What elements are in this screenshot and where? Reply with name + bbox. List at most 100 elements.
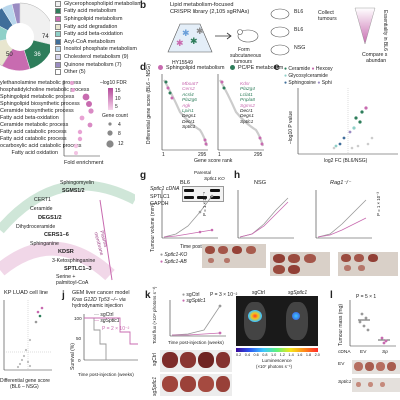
compare-label: abundan (366, 58, 387, 64)
legend-item: Quinone metabolism (7) (55, 61, 142, 69)
panel-b: Lipid metabolism-focused CRISPR library … (150, 0, 400, 75)
mouse-strain: BL6 (294, 27, 304, 33)
legend-item: Sphingolipid metabolism (158, 64, 224, 72)
pie-chart (0, 2, 50, 71)
legend-item: ● Sptlc1-KO (160, 252, 188, 258)
k-pvalue: P = 3 × 10⁻² (210, 292, 238, 298)
panel-letter-d: d (140, 62, 147, 73)
gene-label: Pla2g4 (240, 87, 255, 93)
legend-label: Sptlc1-KO (164, 252, 188, 258)
panel-d: Sphingolipid metabolism PC/PE metabolism… (146, 64, 283, 164)
gene-label: Acsl4 (182, 92, 194, 98)
e-ylabel: –log10 P value (288, 111, 294, 144)
gene-rank-plot-right (217, 74, 265, 151)
pathway-label: Ceramide metabolic process (0, 122, 69, 128)
enrichment-triangle (354, 7, 376, 45)
pathway-label: Fatty acid catabolic process (0, 129, 67, 135)
arrow-icon (215, 32, 232, 40)
gene-label: Pla2g6 (182, 98, 197, 104)
legend-label: Sptlc1-AB (164, 259, 187, 265)
legend-item: ● Sphingosine ● Sphi (284, 80, 332, 86)
mouse-strain: BL6 (294, 9, 304, 15)
gene-count-value: 12 (118, 141, 124, 147)
enrichment-label: Essentiality in BL6 (382, 10, 388, 51)
pie-label-2: 36 (34, 52, 41, 58)
legend-label: Cholesterol metabolism (9) (64, 53, 129, 60)
library-title2: CRISPR library (2,105 sgRNAs) (170, 9, 250, 15)
j-ytick: 0 (78, 358, 81, 363)
k-legend: ● sgCtrl ● sgSptlc1 (182, 292, 206, 304)
tumour-photo (352, 360, 400, 374)
gene-label: Cers2 (182, 87, 195, 93)
d-xtick: 1 (162, 152, 165, 158)
l-ylabel: Tumour mass (mg) (338, 303, 344, 346)
step-label: tumours (234, 59, 253, 65)
legend-swatch (55, 8, 61, 15)
panel-k: ● sgCtrl ● sgSptlc1 P = 3 × 10⁻² Total f… (152, 286, 320, 400)
pathway-node: Ceramide (30, 206, 53, 212)
legend-label: Quinone metabolism (7) (64, 61, 122, 68)
pie-label-1: 74 (42, 34, 49, 40)
colorbar-tick: 1.6 (297, 353, 303, 357)
liver-photo (160, 374, 232, 396)
growth-curve-nsg (237, 190, 294, 239)
l-xlabel: EV (360, 350, 367, 355)
gene-label: Agk (182, 103, 191, 109)
h-pvalue: P = 1 × 10⁻³ (376, 192, 381, 216)
j-legend: — sgCtrl — sgSptlc1 (94, 312, 120, 324)
legend-item: — sgCtrl (94, 312, 114, 318)
d-xtick: 1 (218, 152, 221, 158)
legend-label: Fatty acid degradation (64, 23, 118, 30)
gene-count-value: 8 (118, 131, 121, 137)
blot-band (184, 196, 194, 199)
tumour-row-label: sgCtrl (152, 352, 158, 366)
e-xlabel: log2 FC (BL6/NSG) (324, 158, 368, 164)
colorbar-tick: 1.0 (270, 353, 277, 357)
gene-label: Degs1 (240, 114, 254, 120)
l-xlabel: Sp (382, 350, 388, 355)
legend-swatch (55, 46, 61, 53)
panel-g: Parental Sptlc1 KO Sptlc1 cDNA SPTLC1 GA… (150, 170, 230, 222)
legend-swatch (55, 15, 61, 22)
tumour-photo (270, 252, 330, 276)
svg-text:✱: ✱ (176, 38, 184, 48)
legend-swatch (55, 53, 61, 60)
pie-label-3: 50 (6, 52, 13, 58)
fdr-tick: 10 (115, 96, 121, 102)
fdr-tick: 5 (115, 104, 118, 110)
j-subtitle2: hydrodynamic injection (72, 303, 123, 309)
pathway-node: Sphinganine (30, 241, 59, 247)
panel-e: ● Ceramide ● Hexosy ● Glycosylceramide ●… (284, 66, 400, 166)
legend-swatch (55, 31, 61, 38)
pathway-node: Sphingomyelin (60, 180, 95, 186)
blot-band (197, 196, 207, 199)
legend-item: Acyl-CoA metabolism (55, 38, 142, 46)
l-row-label: Sptlc1 cD (338, 380, 359, 385)
step-label: subcutaneous (230, 53, 262, 59)
legend-label: Hexosy (315, 66, 333, 72)
panel-i-xlabel: Differential gene score (0, 378, 50, 384)
legend-label: Acyl-CoA metabolism (64, 38, 116, 45)
legend-dot (230, 65, 235, 71)
j-pvalue: P = 2 × 10⁻² (102, 326, 130, 332)
kp-luad-scatter (3, 300, 52, 371)
colorbar-ticks: 0.2 0.4 0.6 0.8 1.0 1.2 1.4 1.6 1.8 2.0 (236, 353, 320, 357)
mouse-icon (270, 26, 290, 38)
gene-label: Sptlc1 (182, 125, 196, 131)
legend-item: Inositol phosphate metabolism (55, 46, 142, 54)
legend-item: Cholesterol metabolism (9) (55, 53, 142, 61)
h-title: NSG (254, 180, 267, 186)
panel-j: GEM liver cancer model Kras G12D Tp53 –/… (70, 290, 142, 400)
gene-count-title: Gene count (102, 113, 128, 119)
legend-label: Other (5) (64, 69, 86, 76)
d-xtick: 295 (254, 152, 263, 158)
legend-label: Sphingolipid metabolism (166, 64, 225, 71)
svg-text:✱: ✱ (196, 26, 204, 36)
pathway-label: Fatty acid oxidation (11, 150, 58, 156)
k-ylabel: Total flux (×10⁹ photons s⁻¹) (152, 286, 157, 344)
j-xlabel: Time post-injection (weeks) (78, 372, 134, 377)
j-ylabel: Survival (%) (70, 343, 76, 370)
legend-label: Sphingosine (288, 80, 316, 86)
colorbar-label: Luminescence (262, 358, 292, 363)
colorbar-tick: 1.2 (279, 353, 285, 357)
